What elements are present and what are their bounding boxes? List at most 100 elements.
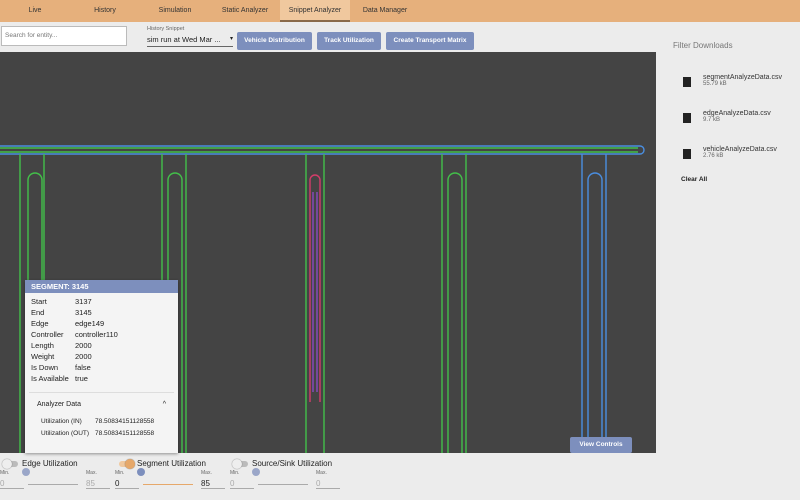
control-group: Segment Utilization Min. Max. 0 85 [115, 456, 225, 500]
download-file[interactable]: vehicleAnalyzeData.csv 2.76 kB [680, 146, 782, 182]
row-value: 78.50834151128558 [95, 418, 155, 425]
analyzer-title: Analyzer Data [37, 401, 81, 408]
slider-track[interactable] [28, 484, 78, 485]
row-key: End [31, 308, 45, 317]
nav-bar: Live History Simulation Static Analyzer Snip… [0, 0, 800, 22]
nav-tab[interactable]: Snippet Analyzer [280, 0, 350, 22]
loop-hot [309, 174, 321, 402]
min-label: Min. [0, 470, 10, 476]
clear-all[interactable]: Clear All [681, 176, 708, 183]
collapse-icon: ^ [162, 401, 166, 408]
file-icon [683, 77, 691, 87]
popup-row: Edge edge149 [25, 318, 178, 329]
slider-thumb[interactable] [22, 468, 30, 476]
nav-tab[interactable]: Simulation [158, 7, 192, 14]
loop [441, 154, 467, 453]
file-size: 55.79 kB [703, 81, 727, 87]
control-group: Source/Sink Utilization Min. Max. 0 0 [230, 456, 340, 500]
file-icon [683, 113, 691, 123]
toggle-knob [2, 459, 12, 469]
toolbar-button[interactable]: Vehicle Distribution [237, 32, 312, 50]
file-size: 2.76 kB [703, 153, 724, 159]
row-value: false [75, 363, 91, 372]
controls-bar: Edge Utilization Min. Max. 0 85 Segment Utili… [0, 456, 660, 500]
toolbar-buttons: Vehicle Distribution Track Utilization Cre… [237, 32, 474, 50]
downloads-list: segmentAnalyzeData.csv 55.79 kB edgeAnalyz… [680, 74, 782, 182]
row-key: Length [31, 341, 54, 350]
toggle[interactable] [2, 459, 18, 469]
loop [581, 154, 607, 453]
control-label: Segment Utilization [137, 459, 206, 468]
toggle-knob [232, 459, 242, 469]
file-name: vehicleAnalyzeData.csv [703, 146, 777, 153]
snippet-select[interactable]: sim run at Wed Mar ... ▾ [147, 35, 233, 47]
analyzer-header[interactable]: Analyzer Data ^ [29, 392, 174, 408]
file-info: vehicleAnalyzeData.csv 2.76 kB [703, 146, 777, 182]
row-value: true [75, 374, 88, 383]
segment-popup: SEGMENT: 3145 Start 3137 End 3145 Edge edge14… [25, 280, 178, 453]
row-key: Utilization (IN) [41, 418, 82, 425]
min-label: Min. [115, 470, 125, 476]
popup-row: Weight 2000 [25, 351, 178, 362]
slider-thumb[interactable] [252, 468, 260, 476]
max-label: Max. [201, 470, 212, 476]
nav-tab[interactable]: History [94, 7, 116, 14]
file-info: edgeAnalyzeData.csv 9.7 kB [703, 110, 771, 146]
row-value: controller110 [75, 330, 118, 339]
toggle-knob [125, 459, 135, 469]
popup-title: SEGMENT: 3145 [25, 280, 178, 293]
toggle[interactable] [232, 459, 248, 469]
toolbar-button[interactable]: Create Transport Matrix [386, 32, 474, 50]
main-track-inner [0, 147, 638, 153]
row-value: 2000 [75, 341, 92, 350]
search-input[interactable]: Search for entity... [1, 26, 127, 46]
max-label: Max. [86, 470, 97, 476]
max-label: Max. [316, 470, 327, 476]
file-name: edgeAnalyzeData.csv [703, 110, 771, 117]
file-name: segmentAnalyzeData.csv [703, 74, 782, 81]
max-value: 0 [316, 479, 340, 489]
dropdown-arrow: ▾ [229, 36, 233, 42]
min-value: 0 [230, 479, 254, 489]
nav-tab[interactable]: Data Manager [362, 7, 408, 14]
analyzer-row: Utilization (IN) 78.50834151128558 [25, 418, 178, 430]
control-group: Edge Utilization Min. Max. 0 85 [0, 456, 110, 500]
snippet-value: sim run at Wed Mar ... [147, 35, 221, 44]
slider-track[interactable] [143, 484, 193, 485]
slider-track[interactable] [258, 484, 308, 485]
main-track [0, 145, 645, 155]
row-key: Utilization (OUT) [41, 430, 90, 437]
min-value: 0 [115, 479, 139, 489]
row-key: Is Down [31, 363, 59, 372]
popup-rows: Start 3137 End 3145 Edge edge149 Controller con… [25, 293, 178, 384]
row-key: Controller [31, 330, 64, 339]
view-controls-button[interactable]: View Controls [570, 437, 632, 453]
row-value: 3137 [75, 297, 92, 306]
download-file[interactable]: segmentAnalyzeData.csv 55.79 kB [680, 74, 782, 110]
file-icon [683, 149, 691, 159]
toolbar-button[interactable]: Track Utilization [317, 32, 381, 50]
row-value: 3145 [75, 308, 92, 317]
analyzer-row: Utilization (OUT) 78.50834151128558 [25, 430, 178, 442]
row-value: 78.50834151128558 [95, 430, 155, 437]
nav-tab[interactable]: Live [28, 7, 42, 14]
slider-thumb[interactable] [137, 468, 145, 476]
row-value: edge149 [75, 319, 105, 328]
snippet-label: History Snippet [147, 26, 185, 32]
tracks [0, 145, 645, 453]
downloads-title: Filter Downloads [673, 41, 733, 50]
row-key: Weight [31, 352, 55, 361]
popup-row: Is Down false [25, 362, 178, 373]
popup-row: Is Available true [25, 373, 178, 384]
popup-row: End 3145 [25, 307, 178, 318]
download-file[interactable]: edgeAnalyzeData.csv 9.7 kB [680, 110, 782, 146]
file-size: 9.7 kB [703, 117, 721, 123]
max-value: 85 [201, 479, 225, 489]
loop-hot-inner [312, 192, 318, 392]
nav-tab[interactable]: Static Analyzer [221, 7, 269, 14]
popup-row: Controller controller110 [25, 329, 178, 340]
max-value: 85 [86, 479, 110, 489]
popup-row: Start 3137 [25, 296, 178, 307]
toggle[interactable] [119, 459, 135, 469]
